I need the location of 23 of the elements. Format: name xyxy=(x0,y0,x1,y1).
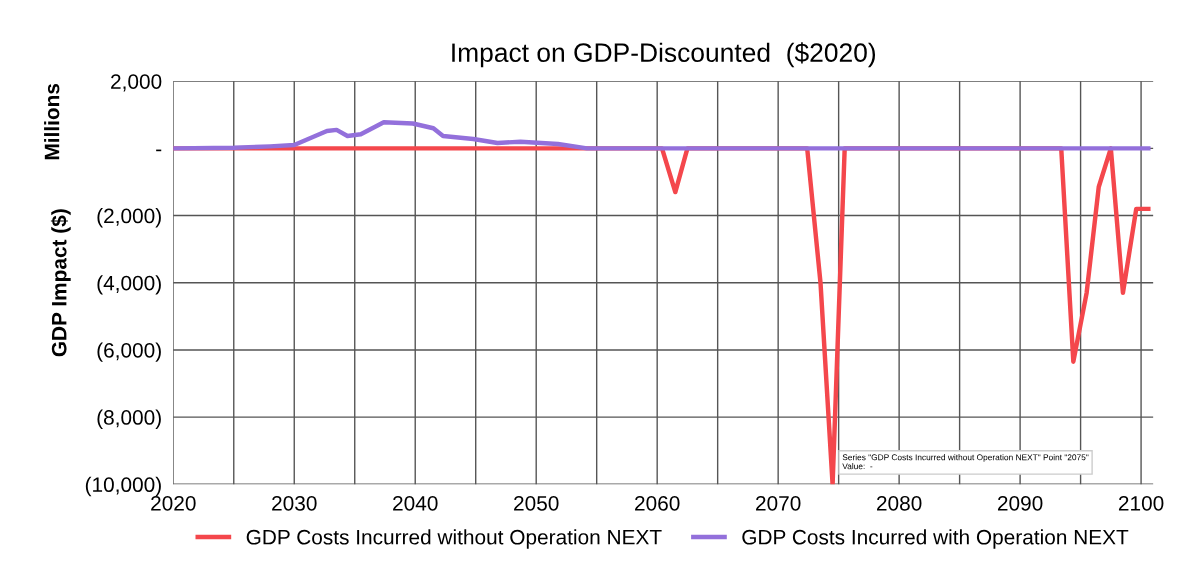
legend-label: GDP Costs Incurred with Operation NEXT xyxy=(742,529,1129,549)
x-tick-label: 2020 xyxy=(151,495,196,511)
y-tick-label: - xyxy=(156,149,162,152)
x-tick-label: 2100 xyxy=(1118,495,1164,511)
text: Millions xyxy=(44,83,60,160)
legend-label: GDP Costs Incurred without Operation NEXT xyxy=(246,529,662,549)
x-tick-label: 2070 xyxy=(756,495,801,511)
chart-title: Impact on GDP-Discounted ($2020) xyxy=(452,42,876,68)
y-tick-label: (8,000) xyxy=(97,409,161,429)
y-tick-label: 2,000 xyxy=(111,74,162,92)
x-tick-label: 2090 xyxy=(997,495,1043,511)
y-tick-label: (10,000) xyxy=(85,476,161,497)
annotation: Series "GDP Costs Incurred without Operation NEXT" Point "2075" Value: - xyxy=(842,454,1089,470)
x-tick-label: 2060 xyxy=(635,495,680,511)
line-series xyxy=(173,119,1151,151)
y-tick-label: (6,000) xyxy=(97,342,161,362)
x-tick-label: 2040 xyxy=(393,495,438,511)
y-axis-title: GDP Impact ($) xyxy=(50,209,71,357)
x-tick-label: 2050 xyxy=(514,495,559,511)
x-tick-label: 2080 xyxy=(877,495,922,511)
y-tick-label: (2,000) xyxy=(97,208,161,228)
y-tick-label: (4,000) xyxy=(97,275,161,295)
x-tick-label: 2030 xyxy=(272,495,317,511)
